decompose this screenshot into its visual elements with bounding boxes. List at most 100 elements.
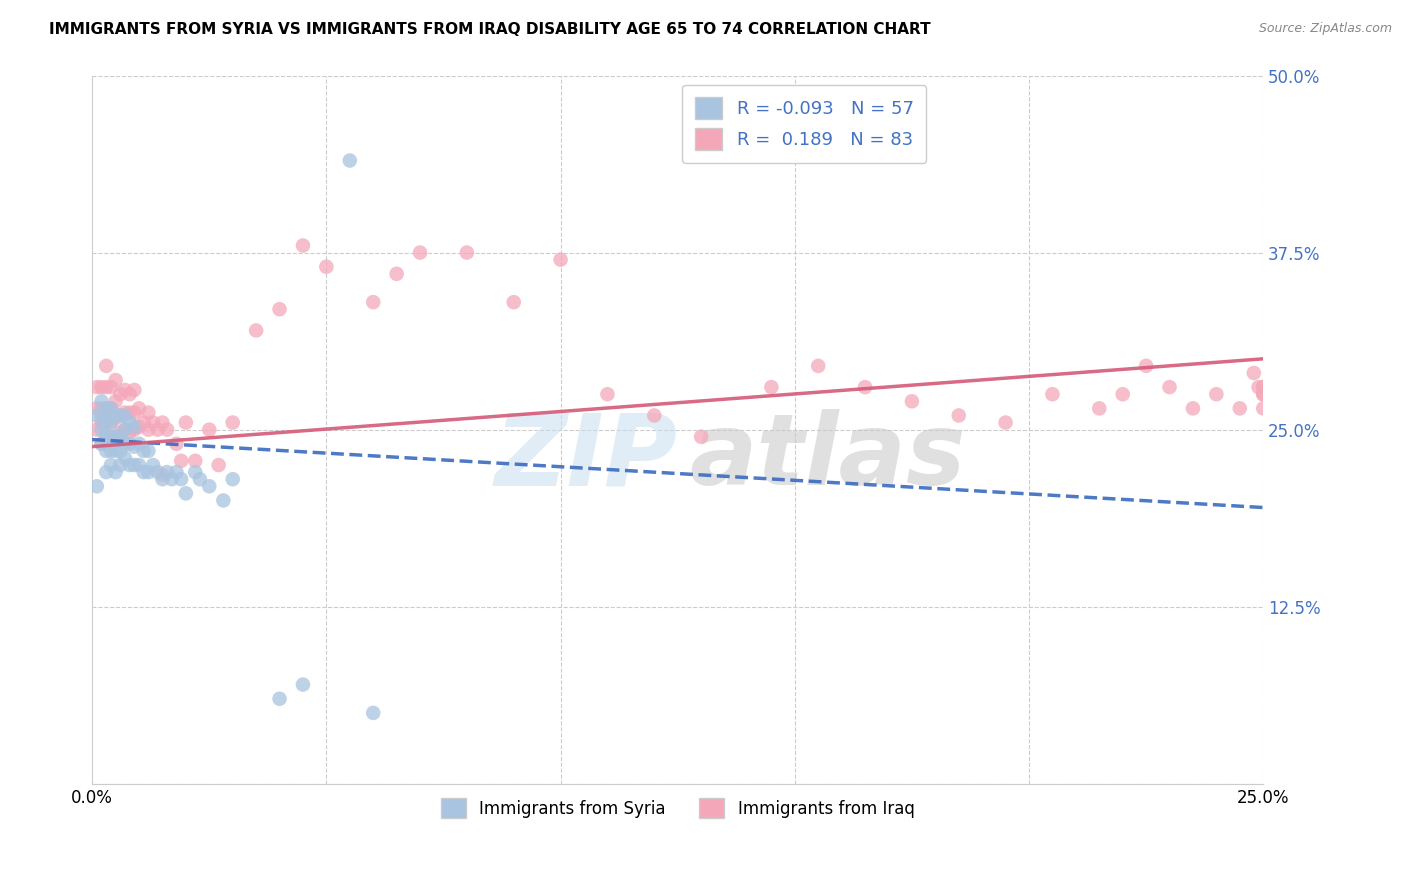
Point [156,423,179,437]
Point [174,416,197,430]
Point [1229,401,1251,416]
Point [96,401,118,416]
Point [761,380,783,394]
Point [100,416,122,430]
Point [90,416,112,430]
Point [86,380,108,394]
Point [994,416,1017,430]
Point [1088,401,1111,416]
Point [208,458,231,472]
Point [156,465,179,479]
Point [124,419,146,434]
Point [100,401,122,416]
Point [807,359,830,373]
Point [86,423,108,437]
Point [90,437,112,451]
Point [100,401,122,416]
Point [291,677,314,691]
Point [222,472,245,486]
Point [124,423,146,437]
Point [118,406,141,420]
Point [146,465,169,479]
Point [198,423,221,437]
Point [152,416,174,430]
Point [96,430,118,444]
Point [291,238,314,252]
Point [104,465,127,479]
Point [110,430,132,444]
Point [1251,380,1274,394]
Point [114,409,136,423]
Point [124,440,146,454]
Point [114,450,136,465]
Point [132,416,155,430]
Point [409,245,432,260]
Point [114,437,136,451]
Point [96,401,118,416]
Point [96,416,118,430]
Point [90,409,112,423]
Point [96,437,118,451]
Point [138,465,160,479]
Point [114,423,136,437]
Point [114,383,136,397]
Point [104,411,127,425]
Point [132,465,155,479]
Legend: Immigrants from Syria, Immigrants from Iraq: Immigrants from Syria, Immigrants from I… [434,791,921,825]
Point [1251,401,1274,416]
Point [104,430,127,444]
Point [138,443,160,458]
Point [118,416,141,430]
Point [90,380,112,394]
Point [1111,387,1133,401]
Point [1243,366,1265,380]
Point [1247,380,1270,394]
Text: atlas: atlas [689,409,966,507]
Point [90,394,112,409]
Point [502,295,524,310]
Point [138,406,160,420]
Point [1251,387,1274,401]
Point [90,423,112,437]
Point [96,443,118,458]
Point [96,465,118,479]
Point [198,479,221,493]
Point [596,387,619,401]
Point [1159,380,1181,394]
Point [104,373,127,387]
Point [90,437,112,451]
Point [170,472,193,486]
Point [100,380,122,394]
Point [128,458,150,472]
Point [643,409,665,423]
Point [385,267,408,281]
Point [114,423,136,437]
Point [114,406,136,420]
Point [269,302,291,317]
Point [96,359,118,373]
Point [339,153,361,168]
Point [361,295,384,310]
Point [100,430,122,444]
Point [96,416,118,430]
Point [124,458,146,472]
Point [1205,387,1227,401]
Point [166,437,188,451]
Point [152,467,174,482]
Point [118,387,141,401]
Point [86,479,108,493]
Point [146,423,169,437]
Point [118,437,141,451]
Text: Source: ZipAtlas.com: Source: ZipAtlas.com [1258,22,1392,36]
Point [456,245,478,260]
Text: ZIP: ZIP [495,409,678,507]
Point [166,465,188,479]
Point [110,425,132,440]
Point [269,691,291,706]
Point [948,409,970,423]
Point [174,486,197,500]
Point [104,443,127,458]
Point [90,401,112,416]
Point [142,416,165,430]
Point [184,454,207,468]
